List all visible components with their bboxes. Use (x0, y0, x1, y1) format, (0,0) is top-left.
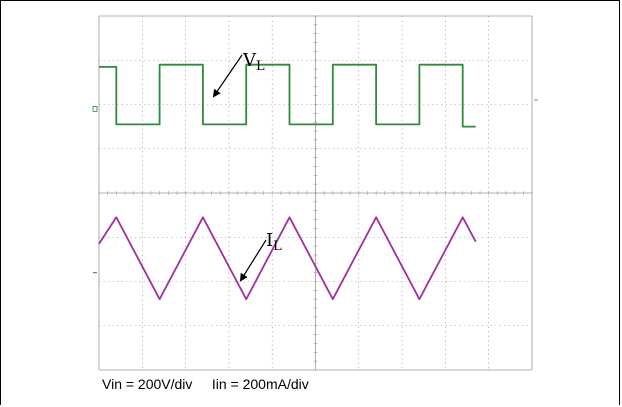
channel-1-marker (92, 106, 98, 112)
label-il: IL (266, 230, 282, 254)
arrow-vl (212, 54, 243, 98)
annotations: VL IL (212, 50, 282, 282)
trace-vl (99, 63, 476, 128)
label-vl: VL (242, 50, 265, 74)
arrow-il (239, 239, 267, 282)
channel-markers (92, 99, 538, 274)
trace-il (98, 216, 477, 301)
scale-caption: Vin = 200V/div Iin = 200mA/div (102, 376, 309, 392)
traces (98, 63, 477, 301)
grid (98, 15, 533, 371)
